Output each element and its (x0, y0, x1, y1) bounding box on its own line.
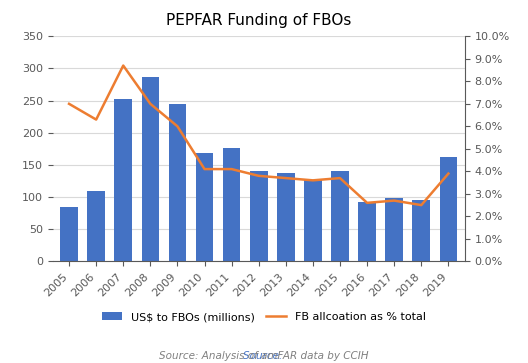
FB allcoation as % total (337, 176, 343, 180)
Bar (440, 157, 457, 261)
FB allcoation as % total (120, 64, 126, 68)
Bar (412, 200, 430, 261)
Bar (304, 180, 322, 261)
FB allcoation as % total (256, 174, 262, 178)
Title: PEPFAR Funding of FBOs: PEPFAR Funding of FBOs (166, 13, 352, 28)
Bar (277, 173, 295, 261)
FB allcoation as % total (174, 124, 181, 129)
Line: FB allcoation as % total: FB allcoation as % total (69, 66, 448, 205)
Bar (60, 207, 78, 261)
FB allcoation as % total (66, 102, 72, 106)
FB allcoation as % total (445, 171, 451, 176)
FB allcoation as % total (391, 199, 398, 203)
FB allcoation as % total (147, 102, 154, 106)
FB allcoation as % total (364, 201, 370, 205)
FB allcoation as % total (201, 167, 208, 171)
FB allcoation as % total (229, 167, 235, 171)
Text: Source:: Source: (243, 351, 285, 362)
Bar (359, 201, 376, 261)
FB allcoation as % total (93, 117, 99, 122)
FB allcoation as % total (418, 203, 425, 207)
Legend: US$ to FBOs (millions), FB allcoation as % total: US$ to FBOs (millions), FB allcoation as… (98, 308, 430, 327)
Bar (87, 191, 105, 261)
FB allcoation as % total (310, 178, 316, 183)
FB allcoation as % total (282, 176, 289, 180)
Bar (142, 77, 159, 261)
Bar (196, 153, 213, 261)
Bar (168, 104, 186, 261)
Bar (385, 198, 403, 261)
Bar (115, 99, 132, 261)
Bar (331, 171, 349, 261)
Bar (223, 148, 240, 261)
Text: Source: Analysis of amFAR data by CCIH: Source: Analysis of amFAR data by CCIH (159, 351, 369, 362)
Bar (250, 171, 268, 261)
